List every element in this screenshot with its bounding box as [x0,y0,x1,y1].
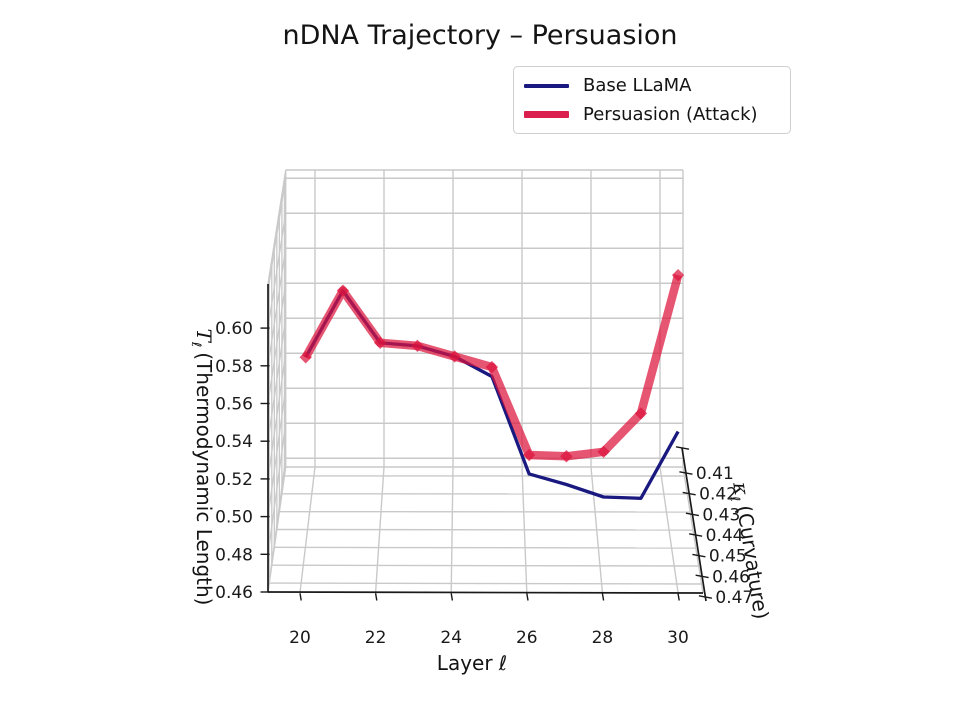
chart-title: nDNA Trajectory – Persuasion [282,20,678,51]
z-tick-label: 0.56 [215,395,253,415]
floor-layer-gridline [659,466,679,593]
floor-layer-gridline [299,466,316,593]
floor-curvature-gridline [274,546,696,549]
z-tick-label: 0.52 [215,470,253,490]
persuasion-attack-marker [671,268,685,282]
legend-item-base: Base LLaMA [524,72,780,100]
y-tick-label: 0.46 [712,567,750,587]
z-axis-subscript: ℓ [188,341,203,348]
y-tick [682,491,696,496]
persuasion-attack-marker [373,336,387,349]
z-tick-label: 0.60 [215,319,253,339]
floor-layer-gridline [521,466,528,593]
y-tick [698,595,713,599]
x-tick-label: 24 [440,628,462,648]
x-tick-label: 30 [667,628,689,648]
legend-item-attack: Persuasion (Attack) [524,100,780,128]
z-tick-label: 0.54 [215,432,253,452]
persuasion-attack-marker [560,450,573,463]
x-tick [677,593,680,601]
persuasion-attack-marker [634,407,648,420]
z-tick-label: 0.58 [215,357,253,377]
x-tick [601,593,605,601]
y-tick [695,574,709,579]
floor-layer-gridline [450,466,454,593]
legend-label-attack: Persuasion (Attack) [583,103,758,125]
leftwall-top-edge [267,169,287,285]
legend-label-base: Base LLaMA [583,75,692,97]
y-axis-subscript: ℓ [726,495,743,503]
y-tick-label: 0.41 [696,464,734,484]
persuasion-attack-marker [485,360,499,374]
x-tick [374,593,378,601]
y-tick [689,533,703,537]
z-tick-label: 0.46 [215,583,253,603]
persuasion-attack-marker [448,350,461,363]
x-tick-label: 26 [516,628,538,648]
z-tick-label: 0.48 [215,545,253,565]
z-tick-label: 0.50 [215,508,253,528]
persuasion-attack-marker [597,445,610,459]
floor-layer-gridline [590,466,604,593]
floor-layer-gridline [374,466,385,593]
z-axis-symbol: T [192,328,216,342]
x-tick-label: 20 [289,628,311,648]
y-tick [692,553,706,558]
x-tick [526,593,529,601]
legend: Base LLaMA Persuasion (Attack) [513,66,791,134]
y-tick-label: 0.43 [702,505,740,525]
x-tick-label: 28 [592,628,614,648]
y-axis-end-tick [675,446,690,450]
legend-swatch-attack-line [524,110,569,118]
y-tick-label: 0.47 [715,588,753,608]
y-tick-label: 0.44 [706,526,744,546]
y-tick [685,512,700,517]
x-axis-spine [267,591,704,594]
persuasion-attack-marker [411,339,424,353]
y-tick-label: 0.45 [709,547,747,567]
y-tick-label: 0.42 [699,485,737,505]
z-axis-name: (Thermodynamic Length) [192,352,216,606]
persuasion-attack-marker [522,448,536,462]
persuasion-attack-marker [336,284,350,297]
y-tick [679,471,693,475]
z-axis-label: Tℓ (Thermodynamic Length) [188,329,216,606]
floor-curvature-gridline [269,582,702,585]
persuasion-attack-marker [299,351,312,364]
x-tick [299,593,302,601]
x-tick-label: 22 [365,628,387,648]
x-axis-label: Layer ℓ [436,651,508,675]
floor-curvature-gridline [271,564,699,567]
x-tick [450,593,454,601]
legend-swatch-base-line [524,83,569,88]
